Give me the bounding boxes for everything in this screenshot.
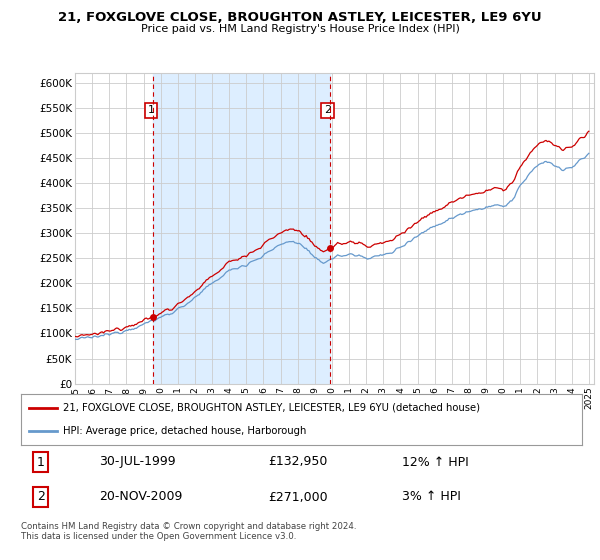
Text: £132,950: £132,950 bbox=[268, 455, 327, 469]
Bar bbox=[154, 73, 330, 384]
Text: Price paid vs. HM Land Registry's House Price Index (HPI): Price paid vs. HM Land Registry's House … bbox=[140, 24, 460, 34]
Text: 3% ↑ HPI: 3% ↑ HPI bbox=[403, 491, 461, 503]
Text: 1: 1 bbox=[37, 455, 44, 469]
Text: 1: 1 bbox=[148, 105, 154, 115]
Text: £271,000: £271,000 bbox=[268, 491, 328, 503]
Text: 2: 2 bbox=[37, 491, 44, 503]
Text: 21, FOXGLOVE CLOSE, BROUGHTON ASTLEY, LEICESTER, LE9 6YU (detached house): 21, FOXGLOVE CLOSE, BROUGHTON ASTLEY, LE… bbox=[63, 403, 480, 413]
Text: HPI: Average price, detached house, Harborough: HPI: Average price, detached house, Harb… bbox=[63, 426, 307, 436]
Text: 20-NOV-2009: 20-NOV-2009 bbox=[100, 491, 183, 503]
Text: 30-JUL-1999: 30-JUL-1999 bbox=[100, 455, 176, 469]
Text: Contains HM Land Registry data © Crown copyright and database right 2024.
This d: Contains HM Land Registry data © Crown c… bbox=[21, 522, 356, 542]
Text: 21, FOXGLOVE CLOSE, BROUGHTON ASTLEY, LEICESTER, LE9 6YU: 21, FOXGLOVE CLOSE, BROUGHTON ASTLEY, LE… bbox=[58, 11, 542, 24]
Text: 2: 2 bbox=[324, 105, 331, 115]
Text: 12% ↑ HPI: 12% ↑ HPI bbox=[403, 455, 469, 469]
